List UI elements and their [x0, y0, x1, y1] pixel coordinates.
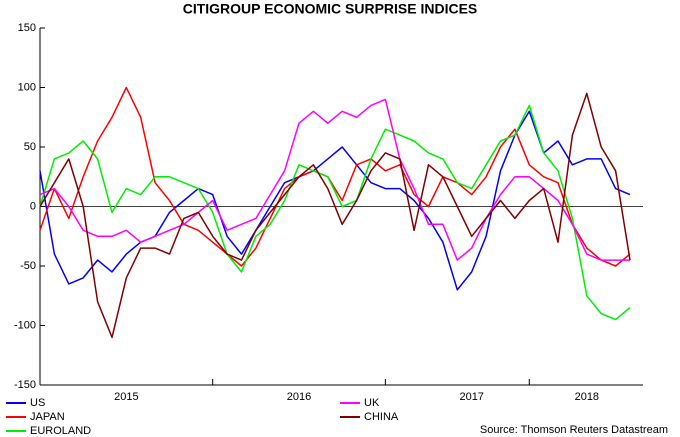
legend-label: JAPAN — [30, 411, 65, 423]
legend-label: US — [30, 397, 45, 409]
series-line — [39, 86, 631, 267]
y-tick-label: -50 — [20, 260, 36, 272]
x-tick-label: 2018 — [575, 391, 599, 403]
y-tick-label: 50 — [24, 141, 36, 153]
chart-title: CITIGROUP ECONOMIC SURPRISE INDICES — [183, 1, 478, 17]
x-tick-label: 2016 — [287, 391, 311, 403]
y-tick-label: -100 — [14, 319, 36, 331]
y-tick-label: 100 — [18, 81, 36, 93]
y-tick-label: 0 — [30, 200, 36, 212]
series-line — [39, 104, 631, 321]
legend-label: CHINA — [364, 411, 399, 423]
x-tick-label: 2017 — [459, 391, 483, 403]
source-note: Source: Thomson Reuters Datastream — [480, 424, 668, 436]
series-line — [39, 92, 631, 339]
legend-label: EUROLAND — [30, 425, 91, 437]
series-line — [39, 110, 631, 291]
x-tick-label: 2015 — [114, 391, 138, 403]
y-tick-label: -150 — [14, 379, 36, 391]
series-line — [39, 98, 630, 261]
y-tick-label: 150 — [18, 22, 36, 34]
legend-label: UK — [364, 397, 380, 409]
